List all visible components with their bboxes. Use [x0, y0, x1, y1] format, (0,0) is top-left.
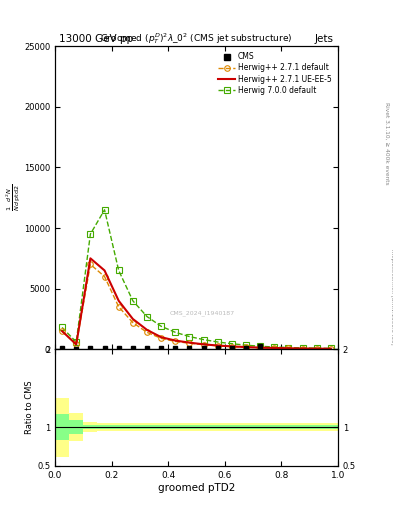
Text: CMS_2024_I1940187: CMS_2024_I1940187: [170, 310, 235, 316]
Y-axis label: $\frac{1}{N}\frac{d^2N}{d\,\mathrm{ptd2}}$: $\frac{1}{N}\frac{d^2N}{d\,\mathrm{ptd2}…: [4, 184, 22, 211]
Legend: CMS, Herwig++ 2.7.1 default, Herwig++ 2.7.1 UE-EE-5, Herwig 7.0.0 default: CMS, Herwig++ 2.7.1 default, Herwig++ 2.…: [216, 50, 334, 97]
Title: Groomed $(p_T^D)^2\lambda\_0^2$ (CMS jet substructure): Groomed $(p_T^D)^2\lambda\_0^2$ (CMS jet…: [100, 31, 293, 46]
X-axis label: groomed pTD2: groomed pTD2: [158, 482, 235, 493]
Text: Jets: Jets: [315, 33, 334, 44]
Text: mcplots.cern.ch [arXiv:1306.3436]: mcplots.cern.ch [arXiv:1306.3436]: [390, 249, 393, 345]
Text: 13000 GeV pp: 13000 GeV pp: [59, 33, 133, 44]
Text: Rivet 3.1.10, ≥ 400k events: Rivet 3.1.10, ≥ 400k events: [385, 102, 389, 185]
Y-axis label: Ratio to CMS: Ratio to CMS: [25, 381, 34, 434]
